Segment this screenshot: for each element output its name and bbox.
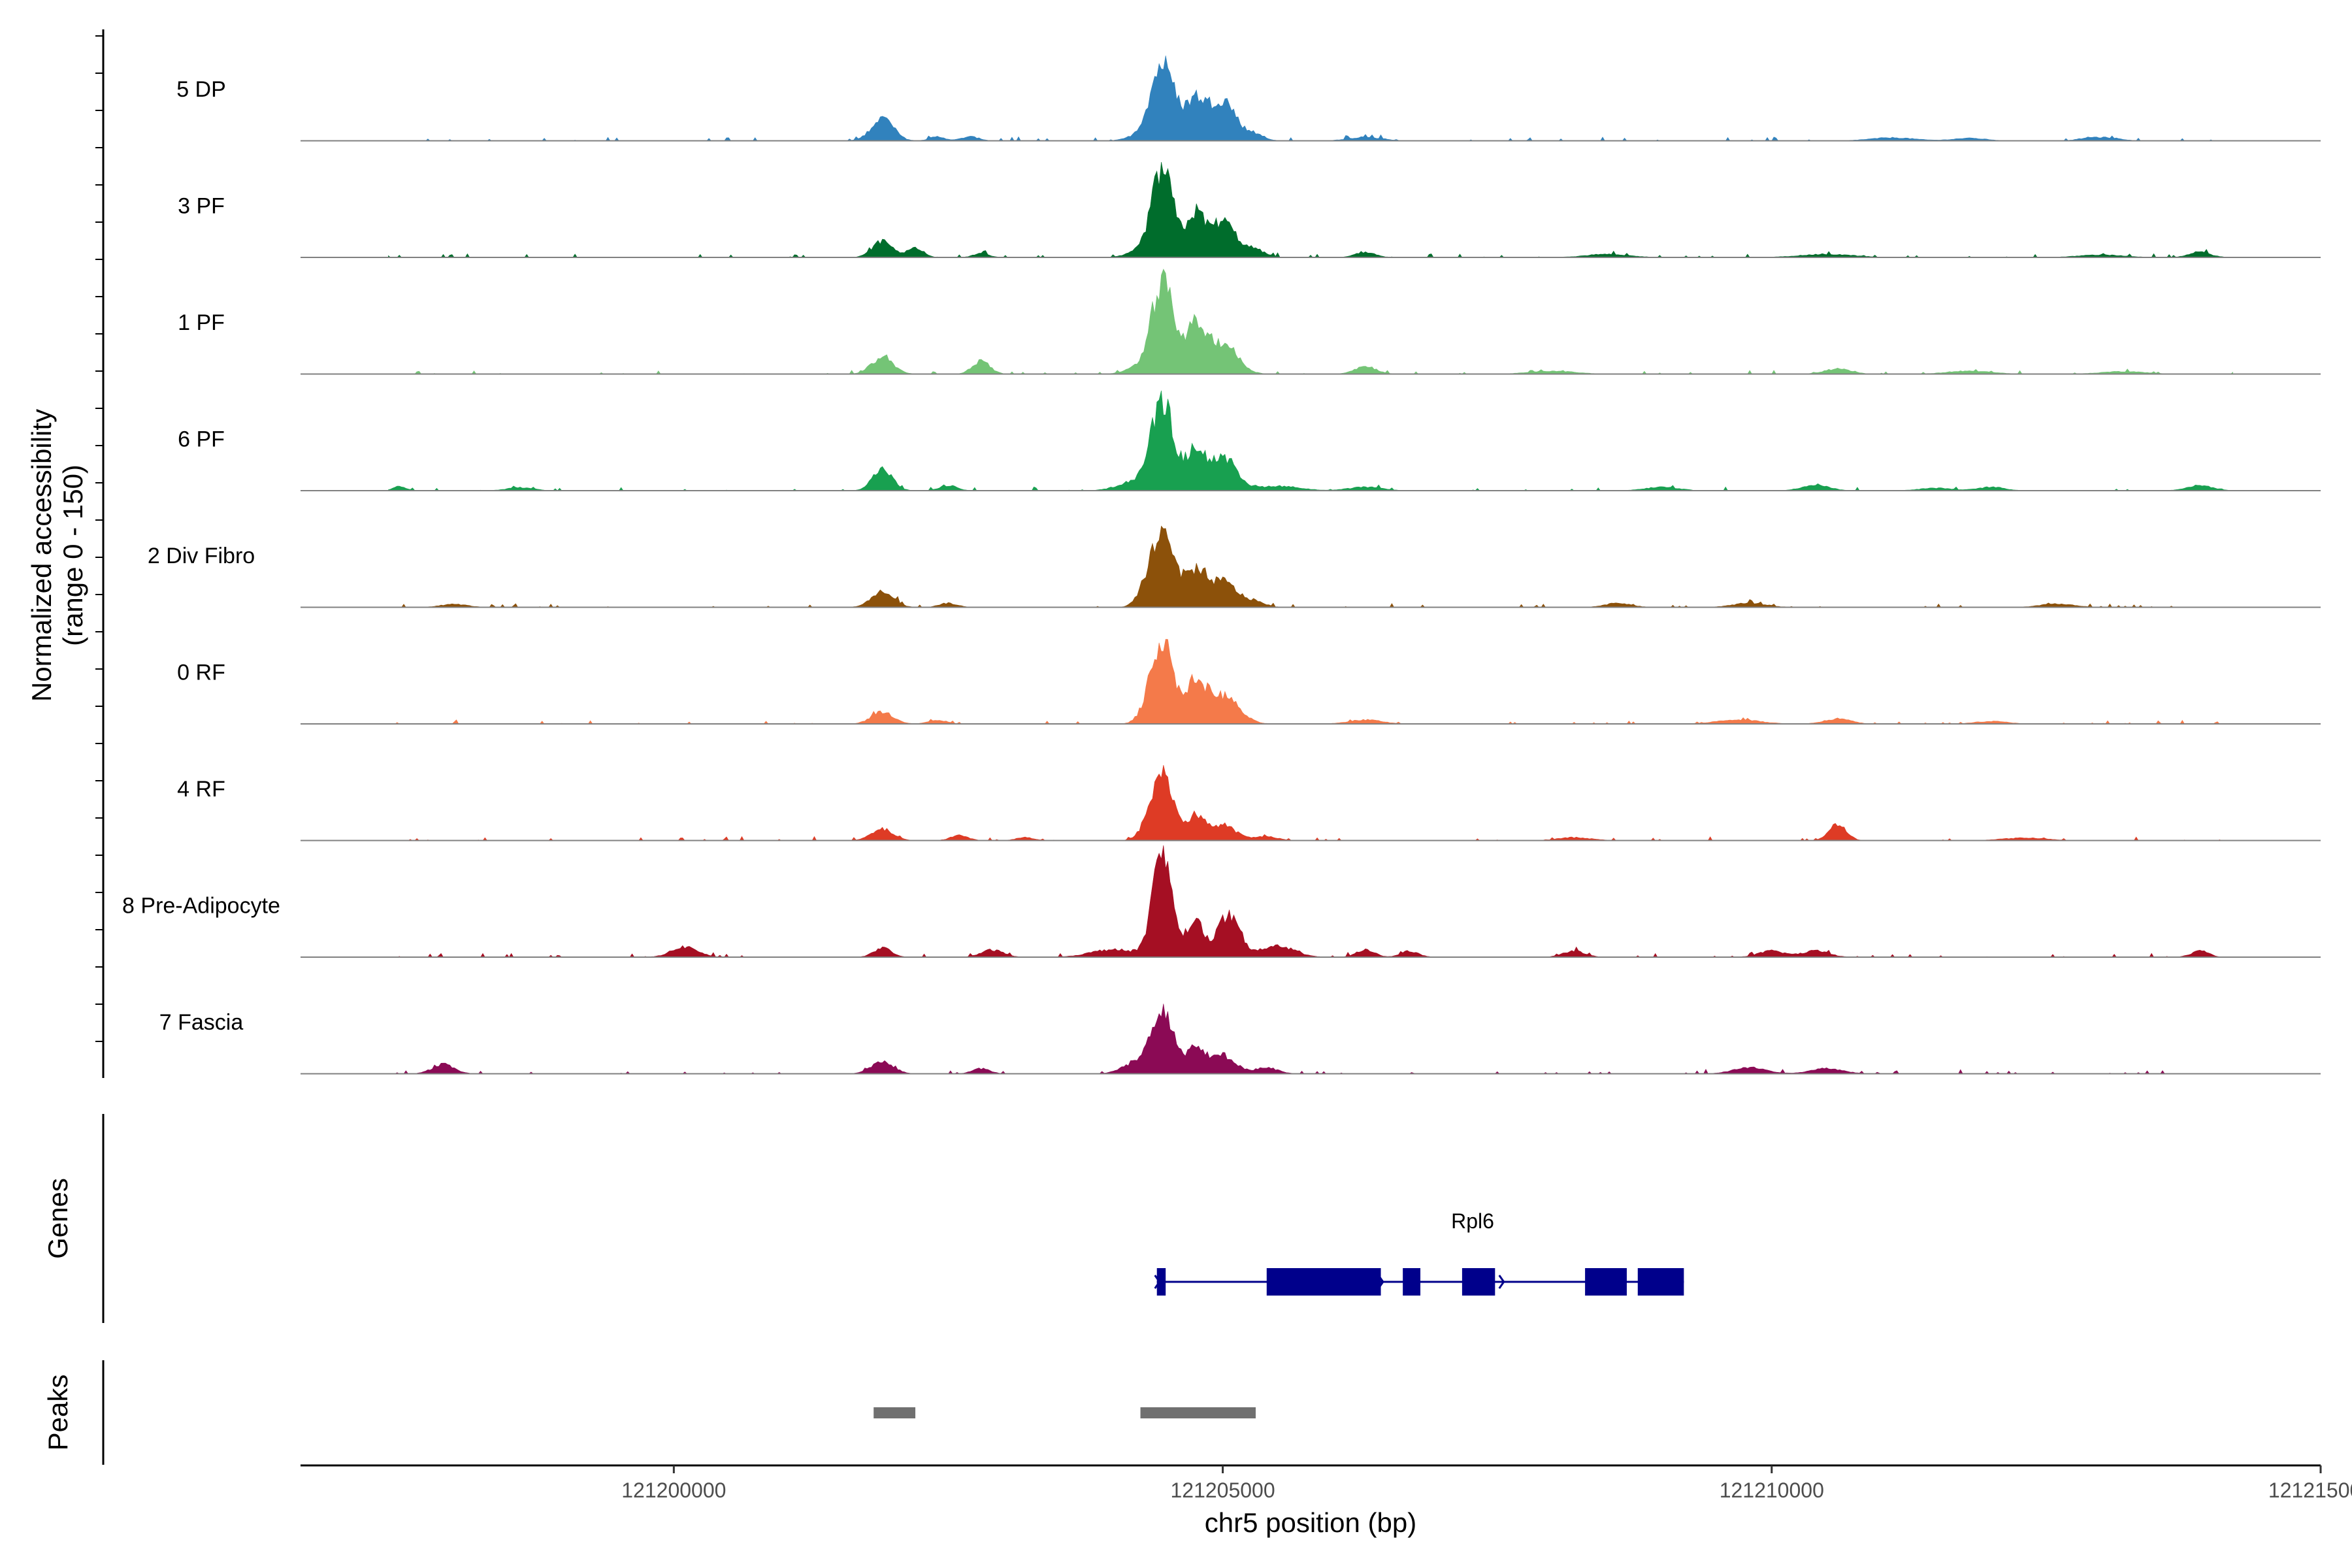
- peaks-panel: Peaks: [42, 1360, 1256, 1465]
- gene-exon: [1266, 1268, 1381, 1296]
- x-tick-label: 121200000: [621, 1478, 726, 1502]
- track-2-div-fibro: 2 Div Fibro: [148, 525, 2321, 608]
- gene-exon: [1403, 1268, 1421, 1296]
- coverage-area-2-div-fibro: [388, 525, 2233, 608]
- track-label-2-div-fibro: 2 Div Fibro: [148, 544, 255, 568]
- track-6-pf: 6 PF: [178, 390, 2321, 491]
- coverage-area-8-pre-adipocyte: [388, 845, 2233, 958]
- coverage-area-4-rf: [388, 765, 2233, 841]
- coverage-area-3-pf: [388, 161, 2233, 258]
- peak-region: [1140, 1407, 1256, 1418]
- gene-rpl6: Rpl6: [1154, 1209, 1684, 1296]
- coverage-y-title-line1: Normalized accessibility: [26, 409, 57, 702]
- genes-panel-title: Genes: [42, 1178, 73, 1259]
- track-label-7-fascia: 7 Fascia: [159, 1010, 244, 1035]
- track-7-fascia: 7 Fascia: [159, 1004, 2321, 1075]
- peaks-panel-title: Peaks: [42, 1375, 73, 1451]
- gene-exon: [1585, 1268, 1627, 1296]
- gene-exon: [1156, 1268, 1166, 1296]
- track-label-8-pre-adipocyte: 8 Pre-Adipocyte: [122, 894, 280, 919]
- x-axis-title: chr5 position (bp): [1205, 1507, 1417, 1538]
- track-label-3-pf: 3 PF: [178, 194, 225, 219]
- track-label-1-pf: 1 PF: [178, 310, 225, 335]
- x-tick-label: 121215000: [2268, 1478, 2352, 1502]
- x-tick-label: 121205000: [1170, 1478, 1275, 1502]
- peak-region: [874, 1407, 916, 1418]
- coverage-area-1-pf: [388, 269, 2233, 374]
- x-axis: 121200000 121205000 121210000 121215000 chr…: [301, 1464, 2352, 1538]
- gene-strand-arrow: [1377, 1275, 1384, 1289]
- track-5-dp: 5 DP: [176, 56, 2321, 142]
- track-0-rf: 0 RF: [177, 639, 2321, 725]
- coverage-area-6-pf: [388, 390, 2233, 491]
- gene-strand-arrow: [1154, 1275, 1161, 1289]
- coverage-y-ticks: [95, 35, 103, 1042]
- track-label-6-pf: 6 PF: [178, 427, 225, 452]
- coverage-y-title: Normalized accessibility (range 0 - 150): [26, 409, 88, 702]
- gene-models: Rpl6: [1154, 1209, 1684, 1296]
- x-tick-label: 121210000: [1720, 1478, 1824, 1502]
- gene-exon: [1637, 1268, 1684, 1296]
- coverage-tracks: 5 DP 3 PF 1 PF 6 PF 2 Div Fibro 0 RF 4 RF 8 Pre…: [122, 56, 2321, 1075]
- coverage-y-title-line2: (range 0 - 150): [57, 465, 88, 646]
- track-4-rf: 4 RF: [177, 765, 2321, 841]
- coverage-area-7-fascia: [388, 1004, 2233, 1074]
- track-label-0-rf: 0 RF: [177, 661, 225, 685]
- coverage-y-axis: [95, 29, 105, 1078]
- x-axis-ticks: 121200000 121205000 121210000 121215000: [621, 1465, 2352, 1502]
- genes-panel: Genes Rpl6: [42, 1114, 1684, 1323]
- track-3-pf: 3 PF: [178, 161, 2321, 258]
- track-1-pf: 1 PF: [178, 269, 2321, 375]
- track-label-5-dp: 5 DP: [176, 77, 226, 102]
- coverage-area-0-rf: [388, 639, 2233, 725]
- gene-exon: [1462, 1268, 1495, 1296]
- peak-regions: [874, 1407, 1256, 1418]
- track-label-4-rf: 4 RF: [177, 777, 225, 802]
- track-8-pre-adipocyte: 8 Pre-Adipocyte: [122, 845, 2321, 958]
- coverage-area-5-dp: [388, 56, 2233, 141]
- gene-label-rpl6: Rpl6: [1451, 1209, 1494, 1233]
- gene-strand-arrow: [1498, 1275, 1505, 1289]
